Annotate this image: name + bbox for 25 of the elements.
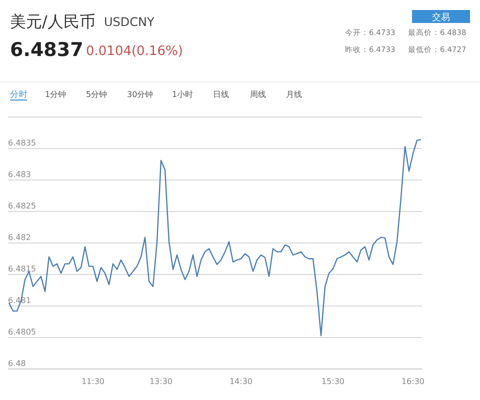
text: 0.0104(0.16%)	[86, 44, 183, 59]
text: 交易	[432, 12, 450, 23]
chart-title: 美元/人民币	[10, 12, 96, 31]
text: 月线	[286, 90, 302, 99]
text: 30分钟	[127, 90, 154, 99]
y-tick-label: 6.482	[8, 233, 31, 242]
text: 6.4837	[10, 39, 84, 61]
text: 日线	[213, 90, 229, 99]
x-tick-label: 14:30	[229, 377, 253, 386]
x-tick-label: 13:30	[149, 377, 173, 386]
text: 5分钟	[86, 90, 108, 99]
x-tick-label: 16:30	[401, 377, 425, 386]
text: 周线	[250, 90, 266, 99]
y-tick-label: 6.4805	[8, 328, 36, 336]
chart-subtitle: USDCNY	[104, 15, 155, 29]
y-tick-label: 6.48	[8, 359, 26, 368]
y-tick-label: 6.4815	[8, 264, 36, 274]
text: 1分钟	[45, 90, 66, 99]
y-tick-label: 6.483	[8, 170, 31, 179]
text: 1小时	[172, 90, 194, 99]
text: 分时	[10, 89, 28, 100]
y-tick-label: 6.4825	[8, 202, 36, 210]
x-tick-label: 11:30	[81, 377, 105, 386]
x-tick-label: 15:30	[321, 377, 345, 386]
y-tick-label: 6.4835	[8, 138, 36, 148]
